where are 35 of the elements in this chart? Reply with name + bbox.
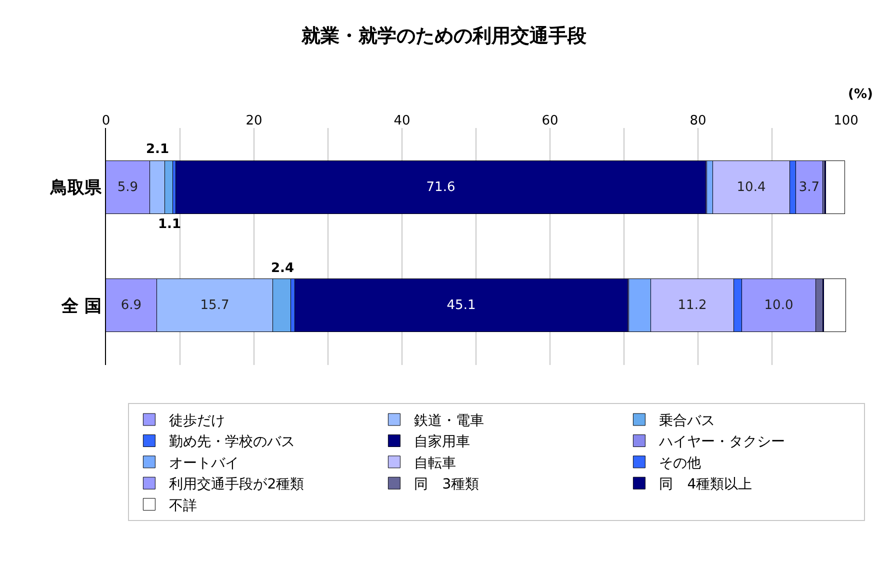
legend-label: 自家用車 bbox=[414, 434, 470, 450]
data-label: 10.0 bbox=[764, 298, 794, 313]
legend-label: 乗合バス bbox=[659, 412, 716, 429]
x-tick-label: 60 bbox=[542, 113, 558, 128]
data-label: 15.7 bbox=[200, 298, 230, 313]
data-label: 10.4 bbox=[736, 180, 766, 195]
legend-label: 鉄道・電車 bbox=[414, 412, 484, 429]
x-axis-title: (%) bbox=[848, 87, 873, 102]
data-label: 2.4 bbox=[271, 261, 294, 276]
x-tick-label: 80 bbox=[690, 113, 706, 128]
legend-label: 自転車 bbox=[414, 455, 456, 472]
y-tick-label: 鳥取県 bbox=[50, 178, 103, 198]
legend-label: 徒歩だけ bbox=[169, 412, 226, 429]
x-tick-label: 0 bbox=[102, 113, 110, 128]
data-label: 71.6 bbox=[426, 180, 456, 195]
data-label: 11.2 bbox=[678, 298, 707, 313]
data-label: 3.7 bbox=[798, 180, 820, 195]
x-tick-label: 100 bbox=[834, 113, 858, 128]
x-tick-label: 40 bbox=[394, 113, 410, 128]
data-label: 2.1 bbox=[146, 142, 170, 157]
data-label: 45.1 bbox=[446, 298, 476, 313]
legend-label: 同 3種類 bbox=[414, 476, 480, 493]
x-tick-label: 20 bbox=[246, 113, 262, 128]
legend-label: 同 4種類以上 bbox=[659, 476, 752, 493]
data-label: 5.9 bbox=[117, 180, 138, 195]
y-tick-label: 全 国 bbox=[60, 296, 102, 317]
data-label: 1.1 bbox=[158, 217, 182, 232]
legend-label: 不詳 bbox=[169, 498, 198, 514]
legend-label: ハイヤー・タクシー bbox=[658, 434, 786, 450]
data-label: 6.9 bbox=[120, 298, 142, 313]
legend-label: 勤め先・学校のバス bbox=[169, 434, 296, 450]
chart-title: 就業・就学のための利用交通手段 bbox=[300, 24, 588, 47]
legend-label: その他 bbox=[659, 455, 702, 472]
legend-label: オートバイ bbox=[169, 455, 240, 472]
legend-label: 利用交通手段が2種類 bbox=[169, 476, 304, 493]
